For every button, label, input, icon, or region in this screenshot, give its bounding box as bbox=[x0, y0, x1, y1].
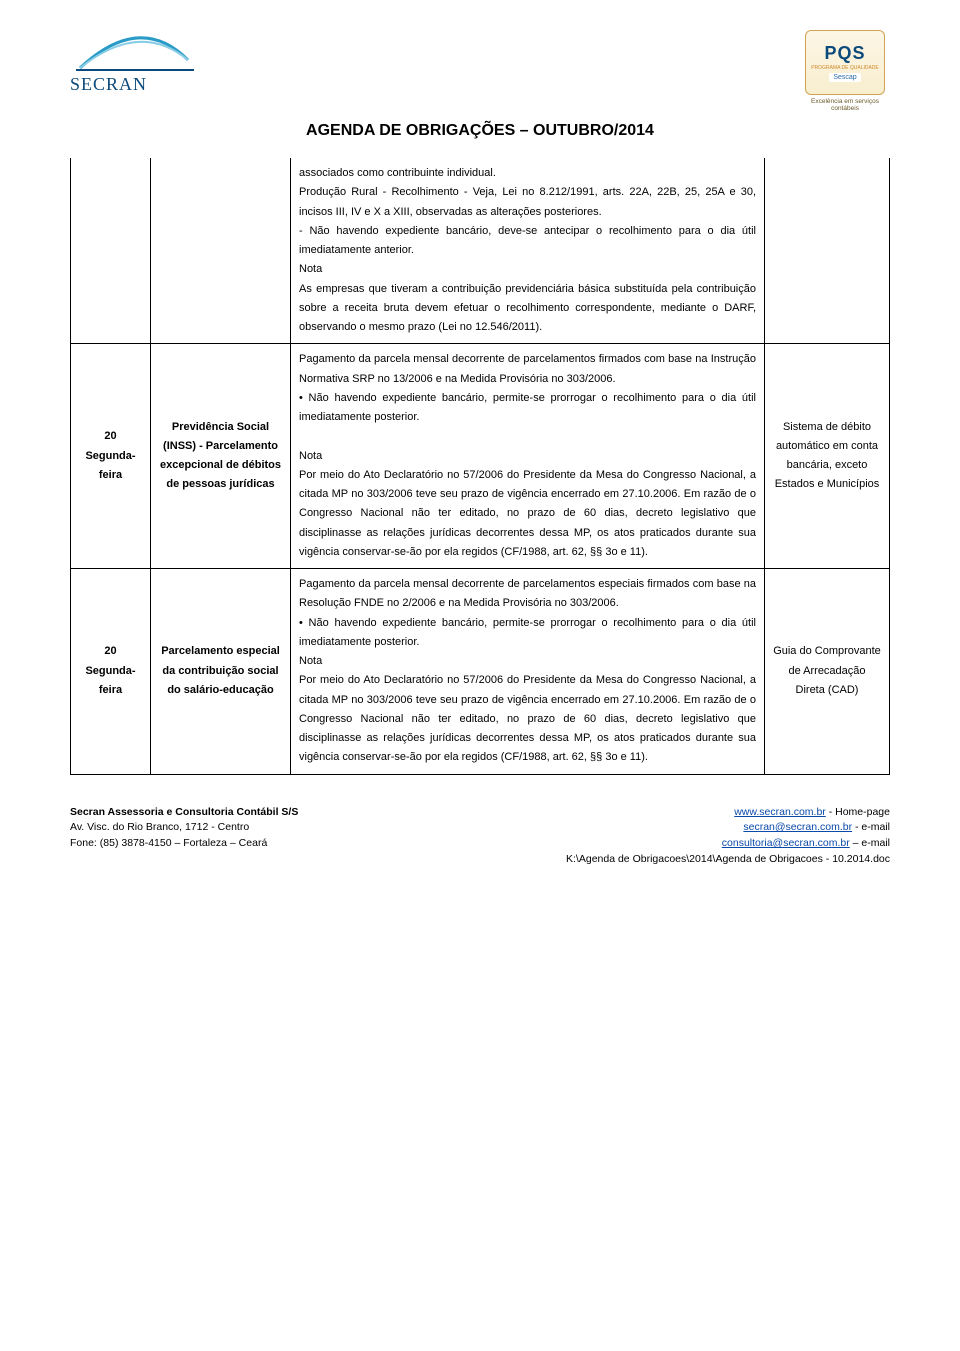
footer-email2-link[interactable]: consultoria@secran.com.br bbox=[722, 837, 850, 849]
footer-email1-label: - e-mail bbox=[852, 821, 890, 833]
pqs-badge-icon: PQS PROGRAMA DE QUALIDADE Sescap bbox=[805, 30, 885, 95]
document-page: SECRAN PQS PROGRAMA DE QUALIDADE Sescap … bbox=[0, 0, 960, 1351]
cell-date bbox=[71, 158, 151, 344]
footer-address-2: Fone: (85) 3878-4150 – Fortaleza – Ceará bbox=[70, 837, 267, 849]
footer-email1-link[interactable]: secran@secran.com.br bbox=[743, 821, 852, 833]
footer-path: K:\Agenda de Obrigacoes\2014\Agenda de O… bbox=[566, 853, 890, 865]
cell-notes: Sistema de débito automático em conta ba… bbox=[765, 344, 890, 569]
footer-address-1: Av. Visc. do Rio Branco, 1712 - Centro bbox=[70, 821, 249, 833]
page-title: AGENDA DE OBRIGAÇÕES – OUTUBRO/2014 bbox=[70, 122, 890, 140]
cell-subject bbox=[151, 158, 291, 344]
pqs-sescap-text: Sescap bbox=[829, 73, 860, 82]
cell-subject: Parcelamento especial da contribuição so… bbox=[151, 569, 291, 775]
cell-body: associados como contribuinte individual.… bbox=[291, 158, 765, 344]
pqs-top-text: PQS bbox=[824, 43, 865, 64]
page-footer: Secran Assessoria e Consultoria Contábil… bbox=[70, 805, 890, 868]
pqs-caption-text: Excelência em serviços contábeis bbox=[800, 98, 890, 112]
footer-home-label: - Home-page bbox=[826, 806, 890, 818]
secran-logo-text: SECRAN bbox=[70, 74, 200, 95]
secran-logo: SECRAN bbox=[70, 30, 200, 100]
footer-left: Secran Assessoria e Consultoria Contábil… bbox=[70, 805, 298, 868]
footer-home-link[interactable]: www.secran.com.br bbox=[734, 806, 826, 818]
cell-notes: Guia do Comprovante de Arrecadação Diret… bbox=[765, 569, 890, 775]
cell-subject: Previdência Social (INSS) - Parcelamento… bbox=[151, 344, 291, 569]
cell-body: Pagamento da parcela mensal decorrente d… bbox=[291, 344, 765, 569]
obligations-table: associados como contribuinte individual.… bbox=[70, 158, 890, 775]
footer-right: www.secran.com.br - Home-page secran@sec… bbox=[566, 805, 890, 868]
table-row: 20 Segunda-feiraPrevidência Social (INSS… bbox=[71, 344, 890, 569]
table-row: 20 Segunda-feiraParcelamento especial da… bbox=[71, 569, 890, 775]
footer-email2-label: – e-mail bbox=[850, 837, 890, 849]
cell-notes bbox=[765, 158, 890, 344]
pqs-mid-text: PROGRAMA DE QUALIDADE bbox=[811, 65, 879, 71]
header-row: SECRAN PQS PROGRAMA DE QUALIDADE Sescap … bbox=[70, 30, 890, 112]
table-row: associados como contribuinte individual.… bbox=[71, 158, 890, 344]
cell-date: 20 Segunda-feira bbox=[71, 344, 151, 569]
secran-arc-icon bbox=[70, 30, 200, 72]
footer-company-name: Secran Assessoria e Consultoria Contábil… bbox=[70, 806, 298, 818]
pqs-logo: PQS PROGRAMA DE QUALIDADE Sescap Excelên… bbox=[800, 30, 890, 112]
cell-body: Pagamento da parcela mensal decorrente d… bbox=[291, 569, 765, 775]
cell-date: 20 Segunda-feira bbox=[71, 569, 151, 775]
